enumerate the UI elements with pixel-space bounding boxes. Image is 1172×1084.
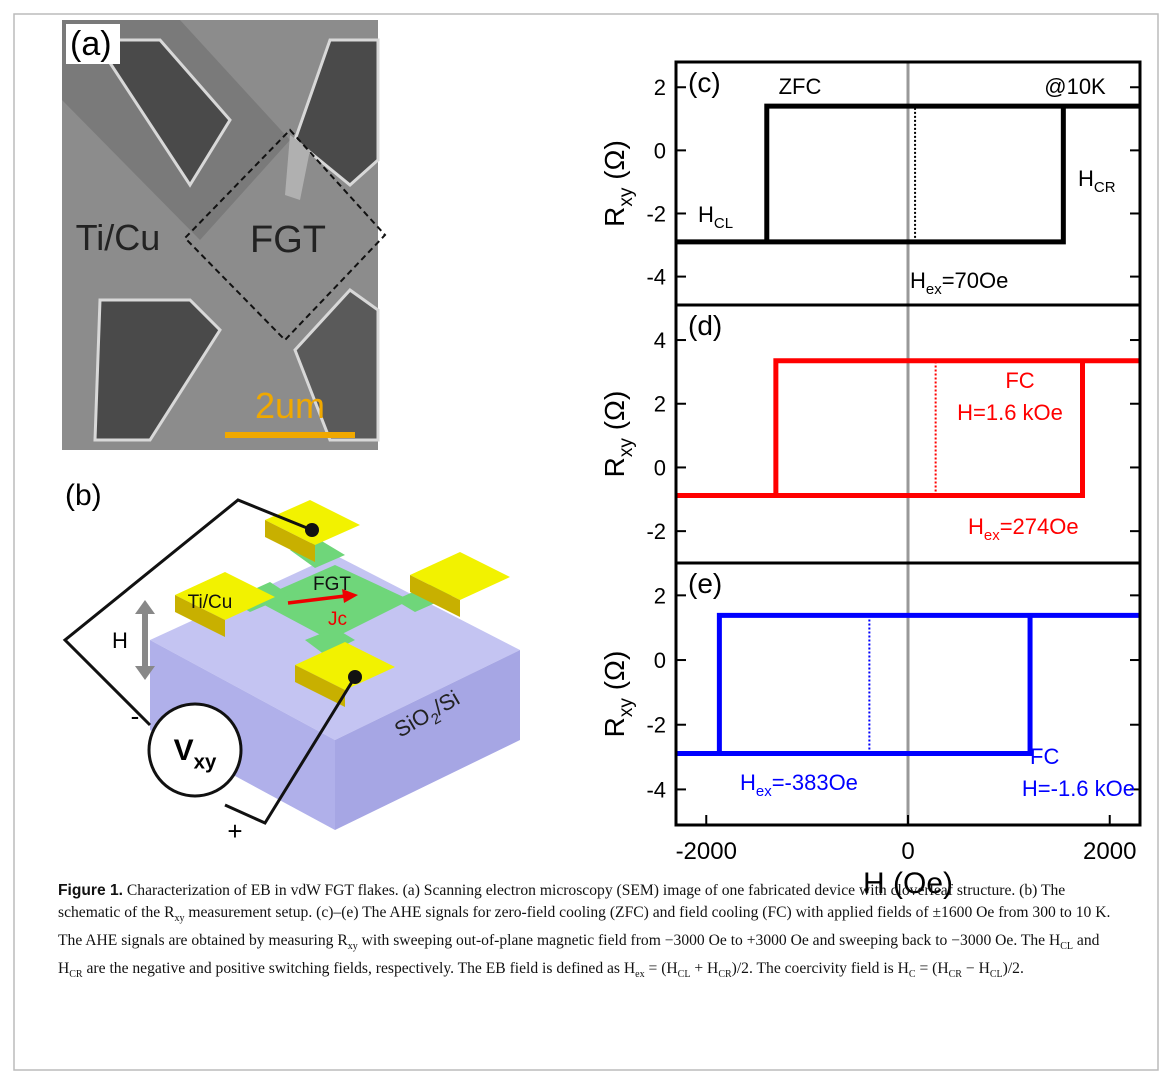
caption-text: = (H bbox=[645, 960, 678, 977]
text-main: V bbox=[174, 734, 194, 767]
y-tick-label: 2 bbox=[654, 392, 666, 417]
flake-label: FGT bbox=[313, 574, 351, 595]
caption-text: are the negative and positive switching … bbox=[83, 960, 636, 977]
text-rest: =70Oe bbox=[942, 268, 1009, 293]
caption-subscript: CR bbox=[718, 969, 731, 980]
annotation: Hex=274Oe bbox=[968, 514, 1079, 544]
caption-text: )/2. bbox=[1003, 960, 1024, 977]
text-main: H bbox=[1078, 166, 1094, 191]
text-subscript: xy bbox=[616, 438, 637, 458]
text-main: R bbox=[599, 457, 630, 477]
caption-text: )/2. The coercivity field is H bbox=[732, 960, 909, 977]
annotation: FC bbox=[1005, 368, 1034, 393]
caption-text: + H bbox=[690, 960, 718, 977]
text-subscript: xy bbox=[194, 751, 217, 773]
electrode-label: Ti/Cu bbox=[76, 217, 161, 258]
text-subscript: xy bbox=[616, 698, 637, 718]
current-label: Jc bbox=[328, 609, 347, 630]
annotation: ZFC bbox=[779, 74, 822, 99]
annotation: HCR bbox=[1078, 166, 1116, 196]
text-main: R bbox=[599, 717, 630, 737]
schematic bbox=[65, 500, 520, 830]
caption-subscript: CL bbox=[1060, 941, 1073, 952]
text-rest: (Ω) bbox=[599, 140, 630, 187]
y-tick-label: 0 bbox=[654, 455, 666, 480]
text-subscript: CR bbox=[1094, 179, 1116, 196]
text-subscript: xy bbox=[616, 187, 637, 207]
caption-text: with sweeping out-of-plane magnetic fiel… bbox=[358, 932, 1061, 949]
y-tick-label: 2 bbox=[654, 583, 666, 608]
chart: -2 0 2 4 Rxy (Ω) (d) FC H=1.6 kOe Hex=274Oe bbox=[599, 305, 1140, 563]
caption-subscript: xy bbox=[174, 913, 184, 924]
text-subscript: ex bbox=[756, 783, 772, 800]
y-axis-label: Rxy (Ω) bbox=[599, 140, 637, 227]
annotation: Hex=70Oe bbox=[910, 268, 1008, 298]
text-rest: =-383Oe bbox=[772, 770, 858, 795]
panel-label: (d) bbox=[688, 310, 722, 341]
annotation: H=1.6 kOe bbox=[957, 400, 1063, 425]
field-label: H bbox=[112, 628, 128, 653]
y-axis-label: Rxy (Ω) bbox=[599, 651, 637, 738]
text-main: H bbox=[698, 202, 714, 227]
x-tick-label: -2000 bbox=[676, 838, 737, 865]
text-rest: (Ω) bbox=[599, 391, 630, 438]
caption-subscript: CL bbox=[678, 969, 691, 980]
annotation: @10K bbox=[1044, 74, 1106, 99]
caption-text: − H bbox=[962, 960, 990, 977]
flake-label: FGT bbox=[250, 219, 326, 261]
minus-label: - bbox=[131, 701, 140, 731]
y-tick-label: -2 bbox=[646, 713, 666, 738]
panel-label: (a) bbox=[70, 25, 112, 63]
panel-label: (e) bbox=[688, 568, 722, 599]
text-rest: =274Oe bbox=[1000, 514, 1079, 539]
panel-label: (b) bbox=[65, 479, 102, 512]
caption-subscript: CR bbox=[69, 969, 82, 980]
caption-text: = (H bbox=[916, 960, 949, 977]
caption-subscript: CL bbox=[990, 969, 1003, 980]
page: (a) Ti/Cu FGT 2um (b) Ti/Cu FGT Jc H - + bbox=[0, 0, 1172, 1084]
panel-label: (c) bbox=[688, 67, 721, 98]
y-tick-label: 0 bbox=[654, 648, 666, 673]
x-tick-label: 2000 bbox=[1083, 838, 1136, 865]
caption-subscript: C bbox=[909, 969, 916, 980]
caption-subscript: ex bbox=[635, 969, 644, 980]
text-main: H bbox=[968, 514, 984, 539]
y-tick-label: 0 bbox=[654, 138, 666, 163]
caption-subscript: CR bbox=[949, 969, 962, 980]
annotation: FC bbox=[1030, 744, 1059, 769]
text-subscript: ex bbox=[926, 281, 942, 298]
text-subscript: ex bbox=[984, 527, 1000, 544]
y-axis-label: Rxy (Ω) bbox=[599, 391, 637, 478]
text-subscript: CL bbox=[714, 215, 733, 232]
y-tick-label: -4 bbox=[646, 265, 666, 290]
annotation: H=-1.6 kOe bbox=[1022, 776, 1135, 801]
text-main: H bbox=[740, 770, 756, 795]
y-tick-label: -4 bbox=[646, 777, 666, 802]
scale-bar-label: 2um bbox=[255, 385, 325, 426]
y-tick-label: 4 bbox=[654, 328, 666, 353]
caption-subscript: xy bbox=[348, 941, 358, 952]
text-rest: (Ω) bbox=[599, 651, 630, 698]
y-tick-label: 2 bbox=[654, 75, 666, 100]
y-tick-label: -2 bbox=[646, 519, 666, 544]
y-tick-label: -2 bbox=[646, 201, 666, 226]
text-main: R bbox=[599, 207, 630, 227]
annotation: Hex=-383Oe bbox=[740, 770, 858, 800]
caption: Figure 1. Characterization of EB in vdW … bbox=[58, 880, 1120, 986]
text-main: H bbox=[910, 268, 926, 293]
plus-label: + bbox=[227, 816, 242, 846]
electrode-label: Ti/Cu bbox=[188, 592, 233, 613]
annotation: HCL bbox=[698, 202, 733, 232]
x-tick-label: 0 bbox=[901, 838, 914, 865]
caption-label: Figure 1. bbox=[58, 882, 123, 899]
